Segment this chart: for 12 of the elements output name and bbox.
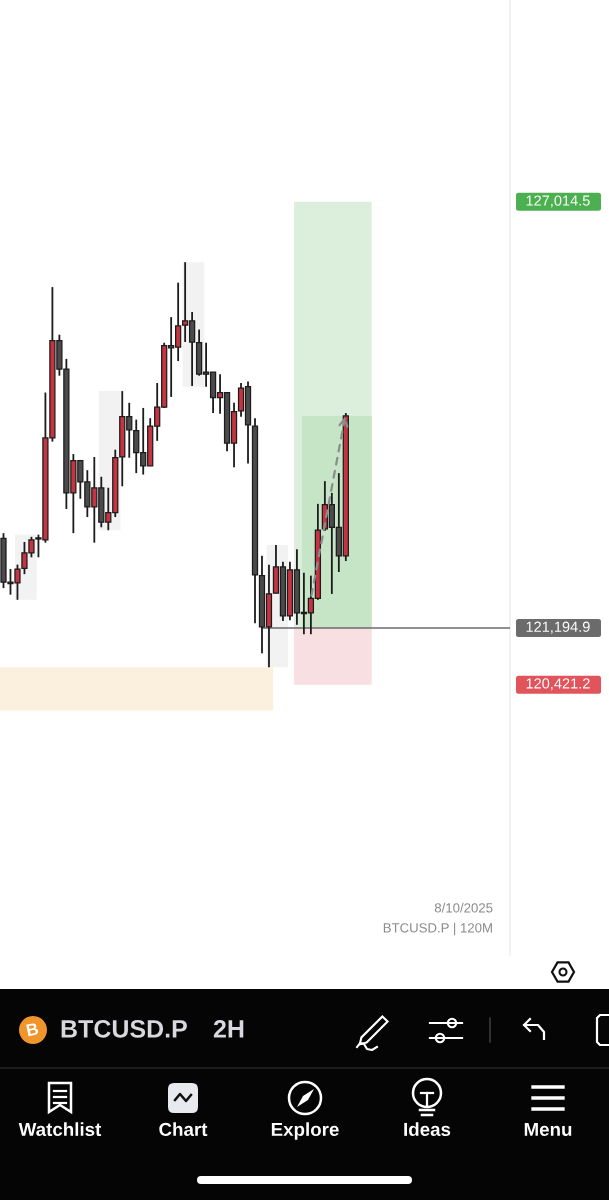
text: Watchlist xyxy=(18,1122,102,1137)
text: Menu xyxy=(524,1122,572,1137)
y-tick-label: 121,194.9 xyxy=(526,621,590,634)
y-tick-label: 120,421.2 xyxy=(526,678,590,691)
text: Chart xyxy=(159,1122,208,1137)
text: Explore xyxy=(271,1122,339,1140)
y-tick-label: 127,014.5 xyxy=(526,195,590,208)
text: Ideas xyxy=(404,1122,451,1137)
annotation: BTCUSD.P | 120M xyxy=(383,922,492,936)
text: BTCUSD.P xyxy=(61,1020,187,1038)
annotation: 8/10/2025 xyxy=(434,902,493,913)
text: 2H xyxy=(213,1020,244,1038)
